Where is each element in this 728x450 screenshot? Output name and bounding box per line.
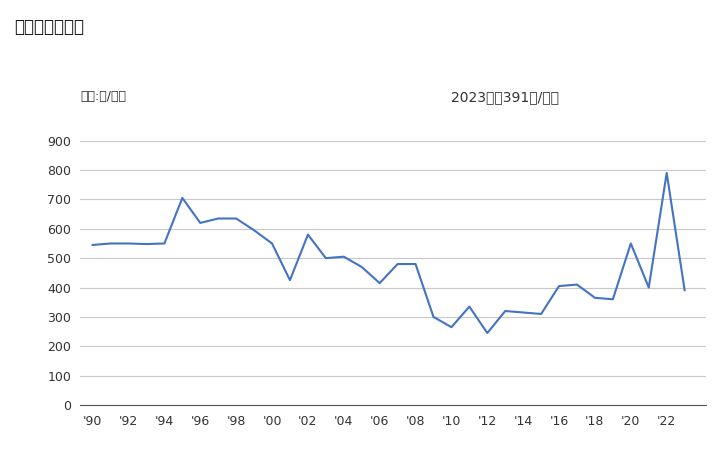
- Text: 単位:円/平米: 単位:円/平米: [80, 90, 126, 103]
- Text: 輸出価格の推移: 輸出価格の推移: [15, 18, 84, 36]
- Text: 2023年：391円/平米: 2023年：391円/平米: [451, 90, 559, 104]
